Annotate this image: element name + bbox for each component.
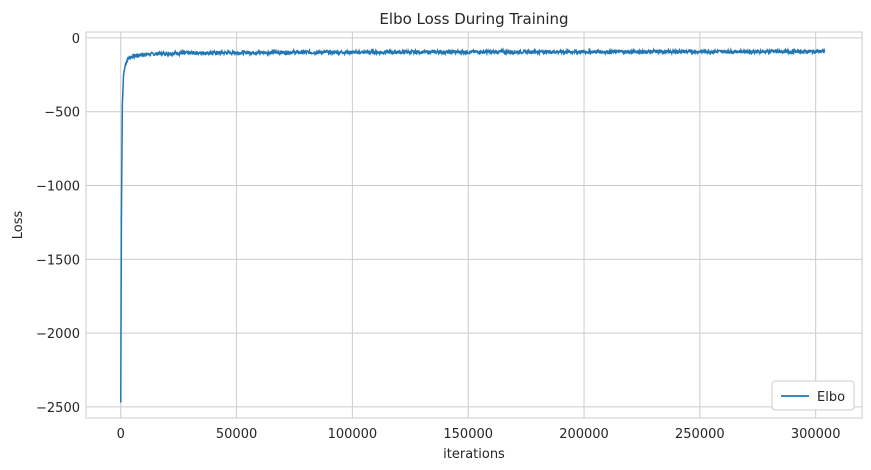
x-tick-label: 300000 (791, 427, 841, 442)
x-tick-label: 100000 (328, 427, 378, 442)
x-tick-label: 0 (117, 427, 125, 442)
series-group (120, 47, 826, 403)
y-tick-label: 0 (72, 32, 80, 47)
grid-lines (86, 32, 862, 418)
x-tick-label: 150000 (443, 427, 493, 442)
x-axis-label: iterations (443, 447, 505, 462)
x-tick-labels: 0 50000 100000 150000 200000 250000 300000 (117, 427, 841, 442)
legend-box (771, 380, 855, 411)
x-tick-label: 50000 (216, 427, 257, 442)
chart-title: Elbo Loss During Training (379, 10, 568, 28)
y-tick-labels: 0 −500 −1000 −1500 −2000 −2500 (36, 32, 80, 416)
y-tick-label: −500 (44, 106, 80, 121)
y-tick-label: −1500 (36, 253, 80, 268)
x-tick-label: 250000 (675, 427, 725, 442)
plot-background (85, 31, 863, 419)
series-line-elbo (120, 47, 826, 403)
legend: Elbo (771, 380, 855, 411)
y-tick-label: −2500 (36, 401, 80, 416)
y-axis-label: Loss (11, 211, 26, 240)
y-tick-label: −1000 (36, 180, 80, 195)
y-tick-label: −2000 (36, 327, 80, 342)
legend-label-elbo: Elbo (817, 390, 845, 405)
x-tick-label: 200000 (559, 427, 609, 442)
